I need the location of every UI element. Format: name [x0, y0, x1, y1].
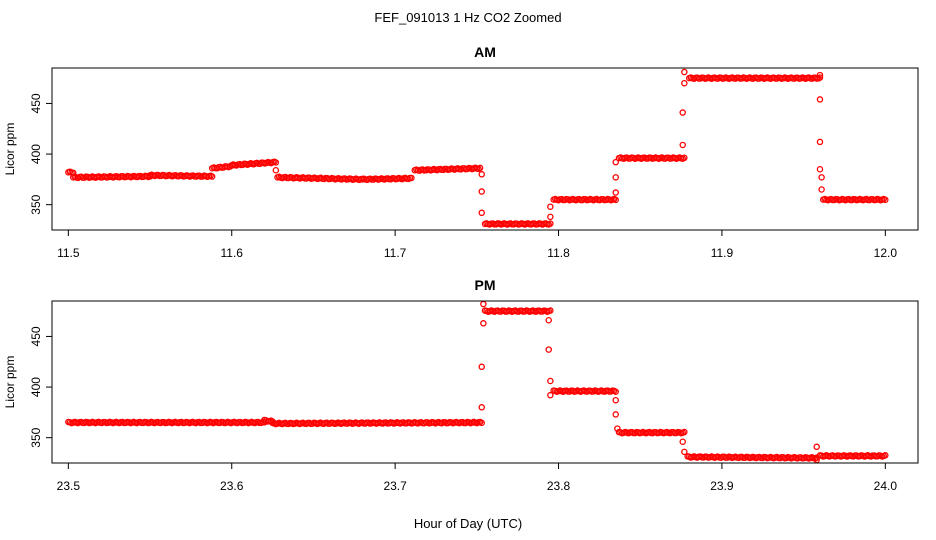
panel-am: AM 11.5 11.6 11.7 11.8 11.9 12.0 350 400 450 Licor… [3, 44, 919, 260]
y-tick-label: 400 [29, 377, 43, 397]
x-axis: 11.5 11.6 11.7 11.8 11.9 12.0 [57, 229, 898, 260]
panel-title: PM [475, 277, 496, 293]
data-points [65, 68, 889, 228]
x-tick-label: 11.5 [57, 246, 80, 260]
data-point [69, 169, 77, 177]
y-axis-label: Licor ppm [3, 356, 17, 409]
data-point [681, 428, 688, 436]
data-point [612, 396, 619, 404]
plot-frame [51, 67, 919, 231]
data-point [478, 188, 485, 195]
y-tick-label: 400 [29, 144, 43, 164]
data-point [545, 346, 552, 353]
data-point [547, 203, 554, 210]
data-point [679, 141, 686, 149]
panel-title: AM [474, 44, 496, 60]
data-point [208, 173, 216, 180]
y-tick-label: 350 [29, 194, 43, 214]
data-point [547, 391, 554, 399]
data-point [681, 448, 688, 456]
data-point [547, 220, 554, 227]
data-point [545, 316, 552, 324]
y-tick-label: 450 [29, 93, 43, 113]
x-tick-label: 23.5 [57, 479, 81, 493]
data-point [679, 438, 686, 445]
x-axis: 23.5 23.6 23.7 23.8 23.9 24.0 [57, 462, 898, 493]
data-point [818, 186, 825, 193]
y-tick-label: 450 [29, 326, 43, 346]
data-point [478, 209, 485, 217]
data-point [612, 189, 619, 196]
data-points [65, 300, 889, 464]
data-point [816, 74, 824, 81]
x-tick-label: 11.8 [547, 246, 570, 260]
data-point [818, 174, 825, 181]
data-point [478, 419, 485, 427]
data-point [813, 443, 820, 451]
data-point [612, 411, 619, 418]
data-point [408, 174, 415, 182]
data-point [612, 388, 619, 395]
data-point [816, 138, 824, 146]
data-point [272, 159, 280, 166]
data-point [547, 213, 554, 221]
data-point [882, 196, 889, 204]
x-tick-label: 11.6 [221, 246, 244, 260]
x-tick-label: 11.7 [384, 246, 407, 260]
y-axis: 350 400 450 Licor ppm [3, 93, 52, 215]
data-point [679, 109, 686, 116]
y-axis-label: Licor ppm [3, 123, 17, 176]
data-point [478, 171, 485, 178]
data-point [547, 307, 554, 314]
x-tick-label: 23.8 [547, 479, 571, 493]
data-point [882, 452, 889, 459]
data-point [480, 320, 487, 327]
data-point [614, 425, 621, 432]
data-point [681, 68, 688, 76]
panel-pm: PM 23.5 23.6 23.7 23.8 23.9 24.0 350 400 450 Licor… [3, 277, 919, 493]
x-tick-label: 23.9 [710, 479, 734, 493]
figure-xlabel: Hour of Day (UTC) [414, 516, 522, 531]
data-point [478, 404, 485, 411]
data-point [547, 377, 554, 385]
data-point [612, 158, 619, 166]
data-point [612, 196, 619, 204]
x-tick-label: 24.0 [874, 479, 898, 493]
x-tick-label: 23.7 [383, 479, 407, 493]
data-point [476, 164, 484, 172]
figure-title: FEF_091013 1 Hz CO2 Zoomed [374, 10, 561, 25]
data-point [681, 154, 688, 162]
x-tick-label: 23.6 [220, 479, 244, 493]
data-point [478, 363, 485, 371]
data-point [816, 71, 824, 79]
data-point [480, 300, 487, 308]
x-tick-label: 11.9 [711, 246, 734, 260]
y-axis: 350 400 450 Licor ppm [3, 326, 52, 448]
y-tick-label: 350 [29, 427, 43, 447]
data-point [681, 79, 688, 87]
data-point [816, 165, 824, 173]
x-tick-label: 12.0 [874, 246, 898, 260]
data-point [272, 167, 280, 174]
data-point [612, 174, 619, 181]
data-point [816, 96, 824, 103]
